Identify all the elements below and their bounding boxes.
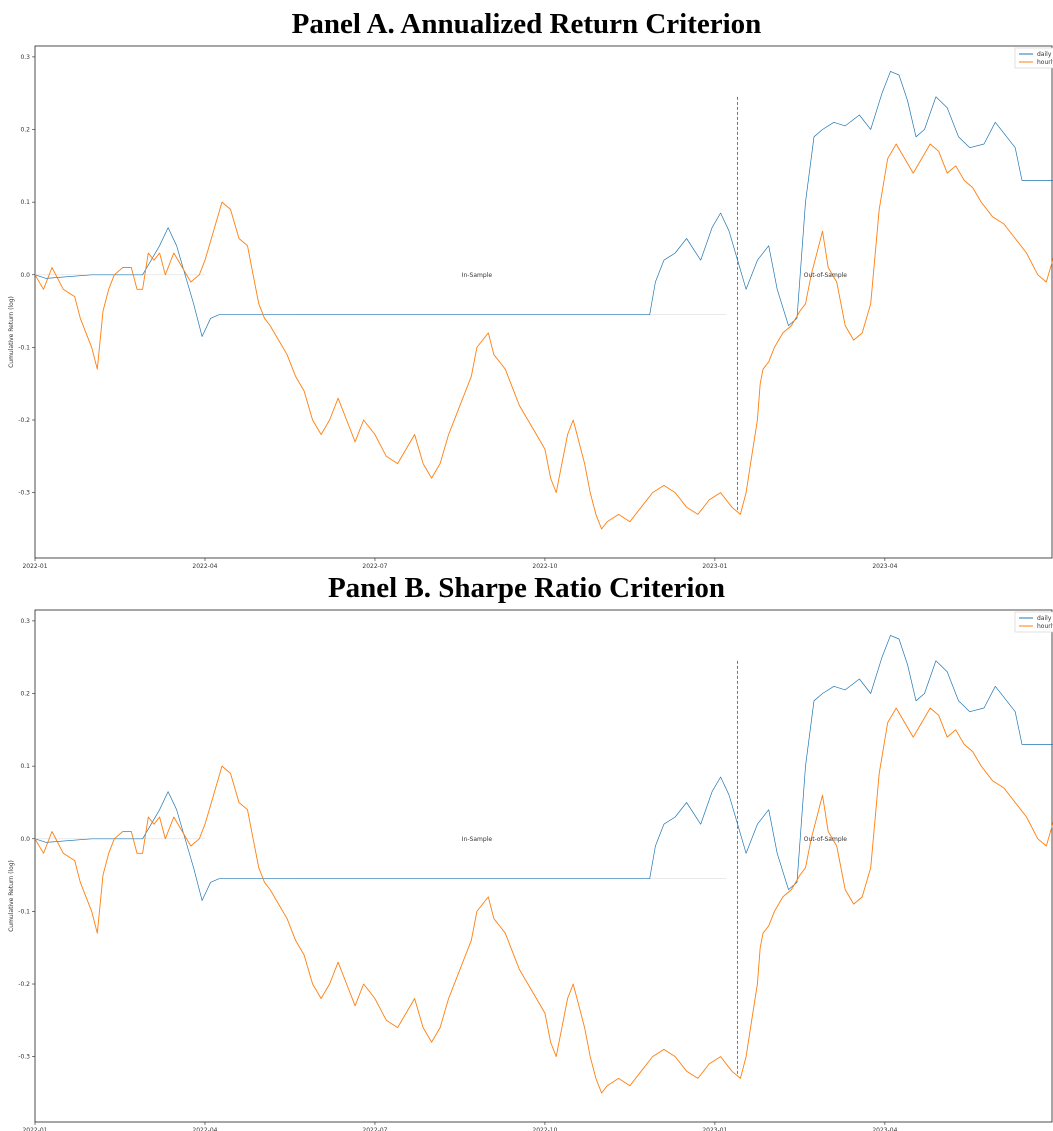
x-tick-label: 2023-01 xyxy=(702,1127,727,1131)
y-axis-label: Cumulative Return (log) xyxy=(8,296,15,368)
panel-a-chart: 0.3 0.2 0.1 0.0 -0.1 -0.2 -0.3 2022-01 2022-04 20… xyxy=(8,45,1053,570)
panel-a-title: Panel A. Annualized Return Criterion xyxy=(291,8,762,40)
plot-frame xyxy=(34,45,1053,559)
y-tick-label: 0.0 xyxy=(20,272,30,279)
in-sample-label: In-Sample xyxy=(462,836,493,843)
y-tick-label: 0.1 xyxy=(20,763,30,770)
y-tick-label: -0.1 xyxy=(18,908,30,915)
legend-entry-daily: daily xyxy=(1037,615,1052,622)
x-tick-label: 2022-01 xyxy=(22,1127,47,1131)
y-tick-label: 0.2 xyxy=(20,691,30,698)
y-tick-label: 0.3 xyxy=(20,54,30,61)
legend-entry-hourly: hourly xyxy=(1037,623,1053,630)
x-tick-label: 2023-01 xyxy=(702,563,727,570)
x-tick-label: 2022-04 xyxy=(192,1127,217,1131)
x-tick-label: 2022-10 xyxy=(532,1127,557,1131)
legend-entry-daily: daily xyxy=(1037,51,1052,58)
x-tick-label: 2023-04 xyxy=(872,563,897,570)
daily-series-line xyxy=(34,635,1053,901)
y-axis-label: Cumulative Return (log) xyxy=(8,860,15,932)
y-tick-label: 0.0 xyxy=(20,836,30,843)
y-tick-label: -0.2 xyxy=(18,417,30,424)
x-tick-label: 2022-01 xyxy=(22,563,47,570)
panel-b-title: Panel B. Sharpe Ratio Criterion xyxy=(327,572,726,604)
out-of-sample-label: Out-of-Sample xyxy=(804,836,848,843)
x-tick-label: 2022-07 xyxy=(362,1127,387,1131)
legend-box xyxy=(1014,611,1053,633)
out-of-sample-label: Out-of-Sample xyxy=(804,272,848,279)
plot-frame xyxy=(34,609,1053,1123)
y-tick-label: 0.2 xyxy=(20,127,30,134)
y-tick-label: 0.1 xyxy=(20,199,30,206)
legend-box xyxy=(1014,47,1053,69)
y-tick-label: -0.1 xyxy=(18,344,30,351)
x-tick-label: 2022-04 xyxy=(192,563,217,570)
y-tick-label: -0.2 xyxy=(18,981,30,988)
hourly-series-line xyxy=(34,143,1053,530)
x-tick-label: 2022-07 xyxy=(362,563,387,570)
y-tick-label: -0.3 xyxy=(18,1054,30,1061)
hourly-series-line xyxy=(34,707,1053,1094)
x-tick-label: 2022-10 xyxy=(532,563,557,570)
x-tick-label: 2023-04 xyxy=(872,1127,897,1131)
daily-series-line xyxy=(34,71,1053,337)
y-tick-label: -0.3 xyxy=(18,490,30,497)
in-sample-label: In-Sample xyxy=(462,272,493,279)
panel-b-chart: 0.3 0.2 0.1 0.0 -0.1 -0.2 -0.3 2022-01 2022-04 20… xyxy=(8,609,1053,1131)
legend-entry-hourly: hourly xyxy=(1037,59,1053,66)
y-tick-label: 0.3 xyxy=(20,618,30,625)
